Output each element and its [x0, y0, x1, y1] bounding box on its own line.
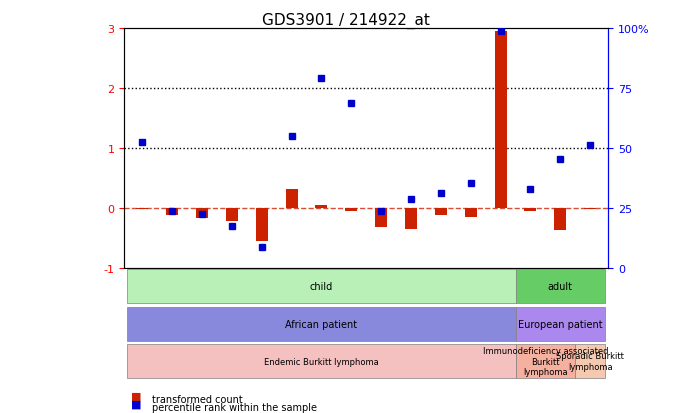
Bar [136, 208, 149, 209]
FancyBboxPatch shape [127, 270, 515, 304]
Text: European patient: European patient [518, 319, 603, 329]
Bar [196, 208, 208, 219]
Bar [584, 208, 596, 209]
Text: percentile rank within the sample: percentile rank within the sample [152, 402, 317, 412]
Bar [495, 32, 507, 208]
Text: Endemic Burkitt lymphoma: Endemic Burkitt lymphoma [264, 357, 379, 366]
Bar [554, 208, 567, 231]
Text: African patient: African patient [285, 319, 357, 329]
Bar [285, 189, 298, 208]
Text: Sporadic Burkitt
lymphoma: Sporadic Burkitt lymphoma [556, 351, 624, 371]
Bar [375, 208, 387, 227]
Text: Immunodeficiency associated
Burkitt
lymphoma: Immunodeficiency associated Burkitt lymp… [482, 347, 608, 376]
Text: ■: ■ [131, 399, 142, 409]
Bar [435, 208, 447, 215]
Bar [226, 208, 238, 221]
Text: ■: ■ [131, 391, 142, 401]
Text: adult: adult [548, 282, 573, 292]
Bar [166, 208, 178, 215]
Bar [405, 208, 417, 229]
Bar [524, 208, 536, 211]
Bar [316, 205, 328, 208]
FancyBboxPatch shape [127, 344, 515, 378]
FancyBboxPatch shape [575, 344, 605, 378]
FancyBboxPatch shape [127, 307, 515, 341]
FancyBboxPatch shape [515, 344, 575, 378]
Bar [346, 208, 357, 212]
Text: GDS3901 / 214922_at: GDS3901 / 214922_at [262, 12, 429, 28]
Text: child: child [310, 282, 333, 292]
FancyBboxPatch shape [515, 307, 605, 341]
Bar [465, 208, 477, 217]
FancyBboxPatch shape [515, 270, 605, 304]
Text: transformed count: transformed count [152, 394, 243, 404]
Bar [256, 208, 267, 241]
